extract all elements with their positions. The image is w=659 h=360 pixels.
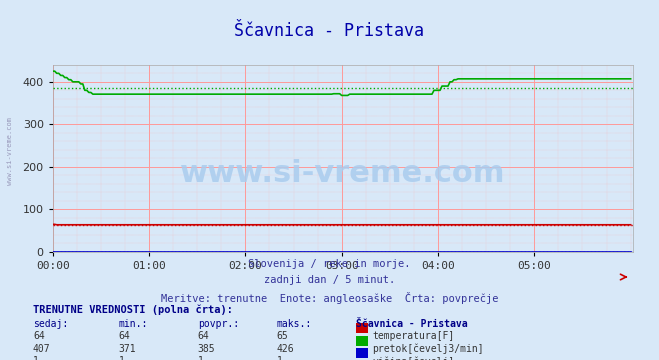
Text: 64: 64 <box>198 331 210 341</box>
Text: Ščavnica - Pristava: Ščavnica - Pristava <box>356 319 467 329</box>
Text: 1: 1 <box>119 356 125 360</box>
Text: zadnji dan / 5 minut.: zadnji dan / 5 minut. <box>264 275 395 285</box>
Text: Meritve: trenutne  Enote: angleosaške  Črta: povprečje: Meritve: trenutne Enote: angleosaške Črt… <box>161 292 498 303</box>
Text: www.si-vreme.com: www.si-vreme.com <box>180 159 505 188</box>
Text: www.si-vreme.com: www.si-vreme.com <box>7 117 13 185</box>
Text: 407: 407 <box>33 344 51 354</box>
Text: Ščavnica - Pristava: Ščavnica - Pristava <box>235 22 424 40</box>
Text: 1: 1 <box>33 356 39 360</box>
Text: 65: 65 <box>277 331 289 341</box>
Text: maks.:: maks.: <box>277 319 312 329</box>
Text: povpr.:: povpr.: <box>198 319 239 329</box>
Text: 426: 426 <box>277 344 295 354</box>
Text: TRENUTNE VREDNOSTI (polna črta):: TRENUTNE VREDNOSTI (polna črta): <box>33 304 233 315</box>
Text: 64: 64 <box>33 331 45 341</box>
Text: Slovenija / reke in morje.: Slovenija / reke in morje. <box>248 259 411 269</box>
Text: 1: 1 <box>277 356 283 360</box>
Text: pretok[čevelj3/min]: pretok[čevelj3/min] <box>372 344 484 354</box>
Text: min.:: min.: <box>119 319 148 329</box>
Text: 1: 1 <box>198 356 204 360</box>
Text: sedaj:: sedaj: <box>33 319 68 329</box>
Text: višina[čevelj]: višina[čevelj] <box>372 356 455 360</box>
Text: 385: 385 <box>198 344 215 354</box>
Text: 64: 64 <box>119 331 130 341</box>
Text: temperatura[F]: temperatura[F] <box>372 331 455 341</box>
Text: 371: 371 <box>119 344 136 354</box>
